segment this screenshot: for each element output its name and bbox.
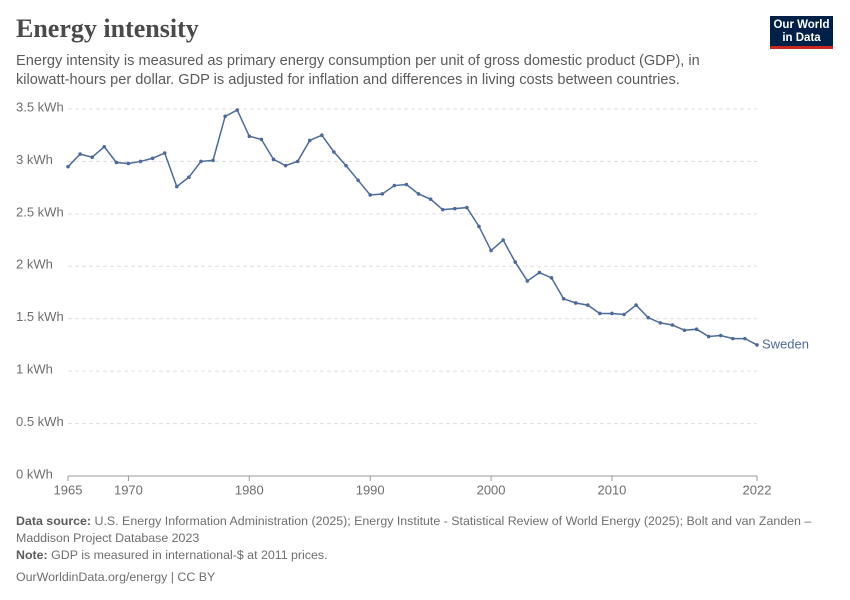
point (682, 328, 687, 333)
url[interactable]: OurWorldinData.org/energy | CC BY (16, 570, 216, 584)
point (380, 192, 385, 196)
y-tick-label: 1 kWh (16, 362, 53, 377)
point (332, 150, 336, 154)
point (658, 321, 663, 325)
point (731, 336, 735, 341)
source-text: U.S. Energy Information Administration (… (16, 514, 812, 545)
point (150, 156, 155, 161)
logo-line: in Data (782, 32, 821, 44)
x-tick-label: 2022 (743, 482, 772, 497)
point (392, 183, 397, 188)
point (404, 182, 409, 187)
chart: 0 kWh 0.5 kWh 1 kWh 1.5 kWh 2 kWh 2.5 kWh 3 kW… (16, 99, 809, 497)
point (211, 158, 215, 163)
x-tick-label: 1965 (54, 482, 83, 497)
y-tick-label: 0.5 kWh (16, 414, 64, 429)
y-tick-label: 0 kWh (16, 466, 53, 481)
point (610, 311, 614, 316)
point (743, 336, 747, 341)
point (283, 163, 288, 168)
point (598, 311, 602, 316)
point (694, 327, 699, 332)
y-tick-label: 2 kWh (16, 257, 53, 272)
point (344, 163, 348, 168)
point (465, 205, 469, 210)
point (416, 192, 421, 196)
point (307, 138, 312, 143)
point (271, 157, 276, 162)
point (646, 315, 651, 320)
point (513, 260, 518, 264)
point (718, 333, 723, 338)
point (489, 248, 493, 253)
point (235, 108, 240, 112)
point (622, 312, 626, 317)
y-tick-label: 2.5 kWh (16, 204, 64, 219)
point (174, 184, 179, 189)
point (114, 160, 119, 165)
point (259, 137, 264, 142)
point (428, 197, 433, 201)
point (223, 114, 227, 119)
x-tick-label: 1990 (356, 482, 385, 497)
point (356, 178, 360, 183)
point (501, 238, 505, 242)
point (573, 301, 578, 305)
line (67, 109, 758, 346)
source: Data source: U.S. Energy Information Adm… (16, 513, 816, 547)
y-tick-label: 3 kWh (16, 152, 53, 167)
x-tick-label: 2000 (477, 482, 506, 497)
point (90, 155, 94, 160)
source-label: Data source: (16, 514, 92, 528)
series-label: Sweden (762, 336, 809, 351)
x-tick-label: 1980 (235, 482, 264, 497)
chart-subtitle: Energy intensity is measured as primary … (16, 53, 700, 88)
point (126, 161, 131, 166)
point (66, 164, 70, 169)
point (670, 323, 675, 327)
point (477, 224, 481, 229)
point (247, 134, 252, 139)
note: Note: GDP is measured in international-$… (16, 547, 816, 564)
point (453, 206, 457, 211)
y-tick-label: 3.5 kWh (16, 99, 64, 114)
point (199, 159, 203, 164)
point (755, 343, 759, 347)
point (187, 175, 191, 179)
point (162, 151, 167, 155)
chart-title: Energy intensity (16, 14, 199, 43)
point (78, 152, 82, 156)
logo[interactable]: Our World in Data (770, 16, 833, 49)
point (295, 159, 300, 164)
point (706, 334, 711, 339)
point (138, 159, 143, 164)
point (585, 303, 590, 307)
note-label: Note: (16, 548, 48, 562)
y-tick-label: 1.5 kWh (16, 309, 64, 324)
point (320, 133, 324, 138)
note-text: GDP is measured in international-$ at 20… (51, 548, 328, 562)
x-tick-label: 1970 (114, 482, 143, 497)
point (102, 144, 107, 149)
point (368, 193, 372, 197)
point (549, 276, 554, 280)
x-tick-label: 2010 (597, 482, 626, 497)
point (634, 303, 638, 307)
point (561, 296, 566, 301)
point (440, 207, 445, 212)
point (525, 279, 530, 283)
point (537, 270, 542, 275)
logo-line: Our World (773, 19, 830, 31)
